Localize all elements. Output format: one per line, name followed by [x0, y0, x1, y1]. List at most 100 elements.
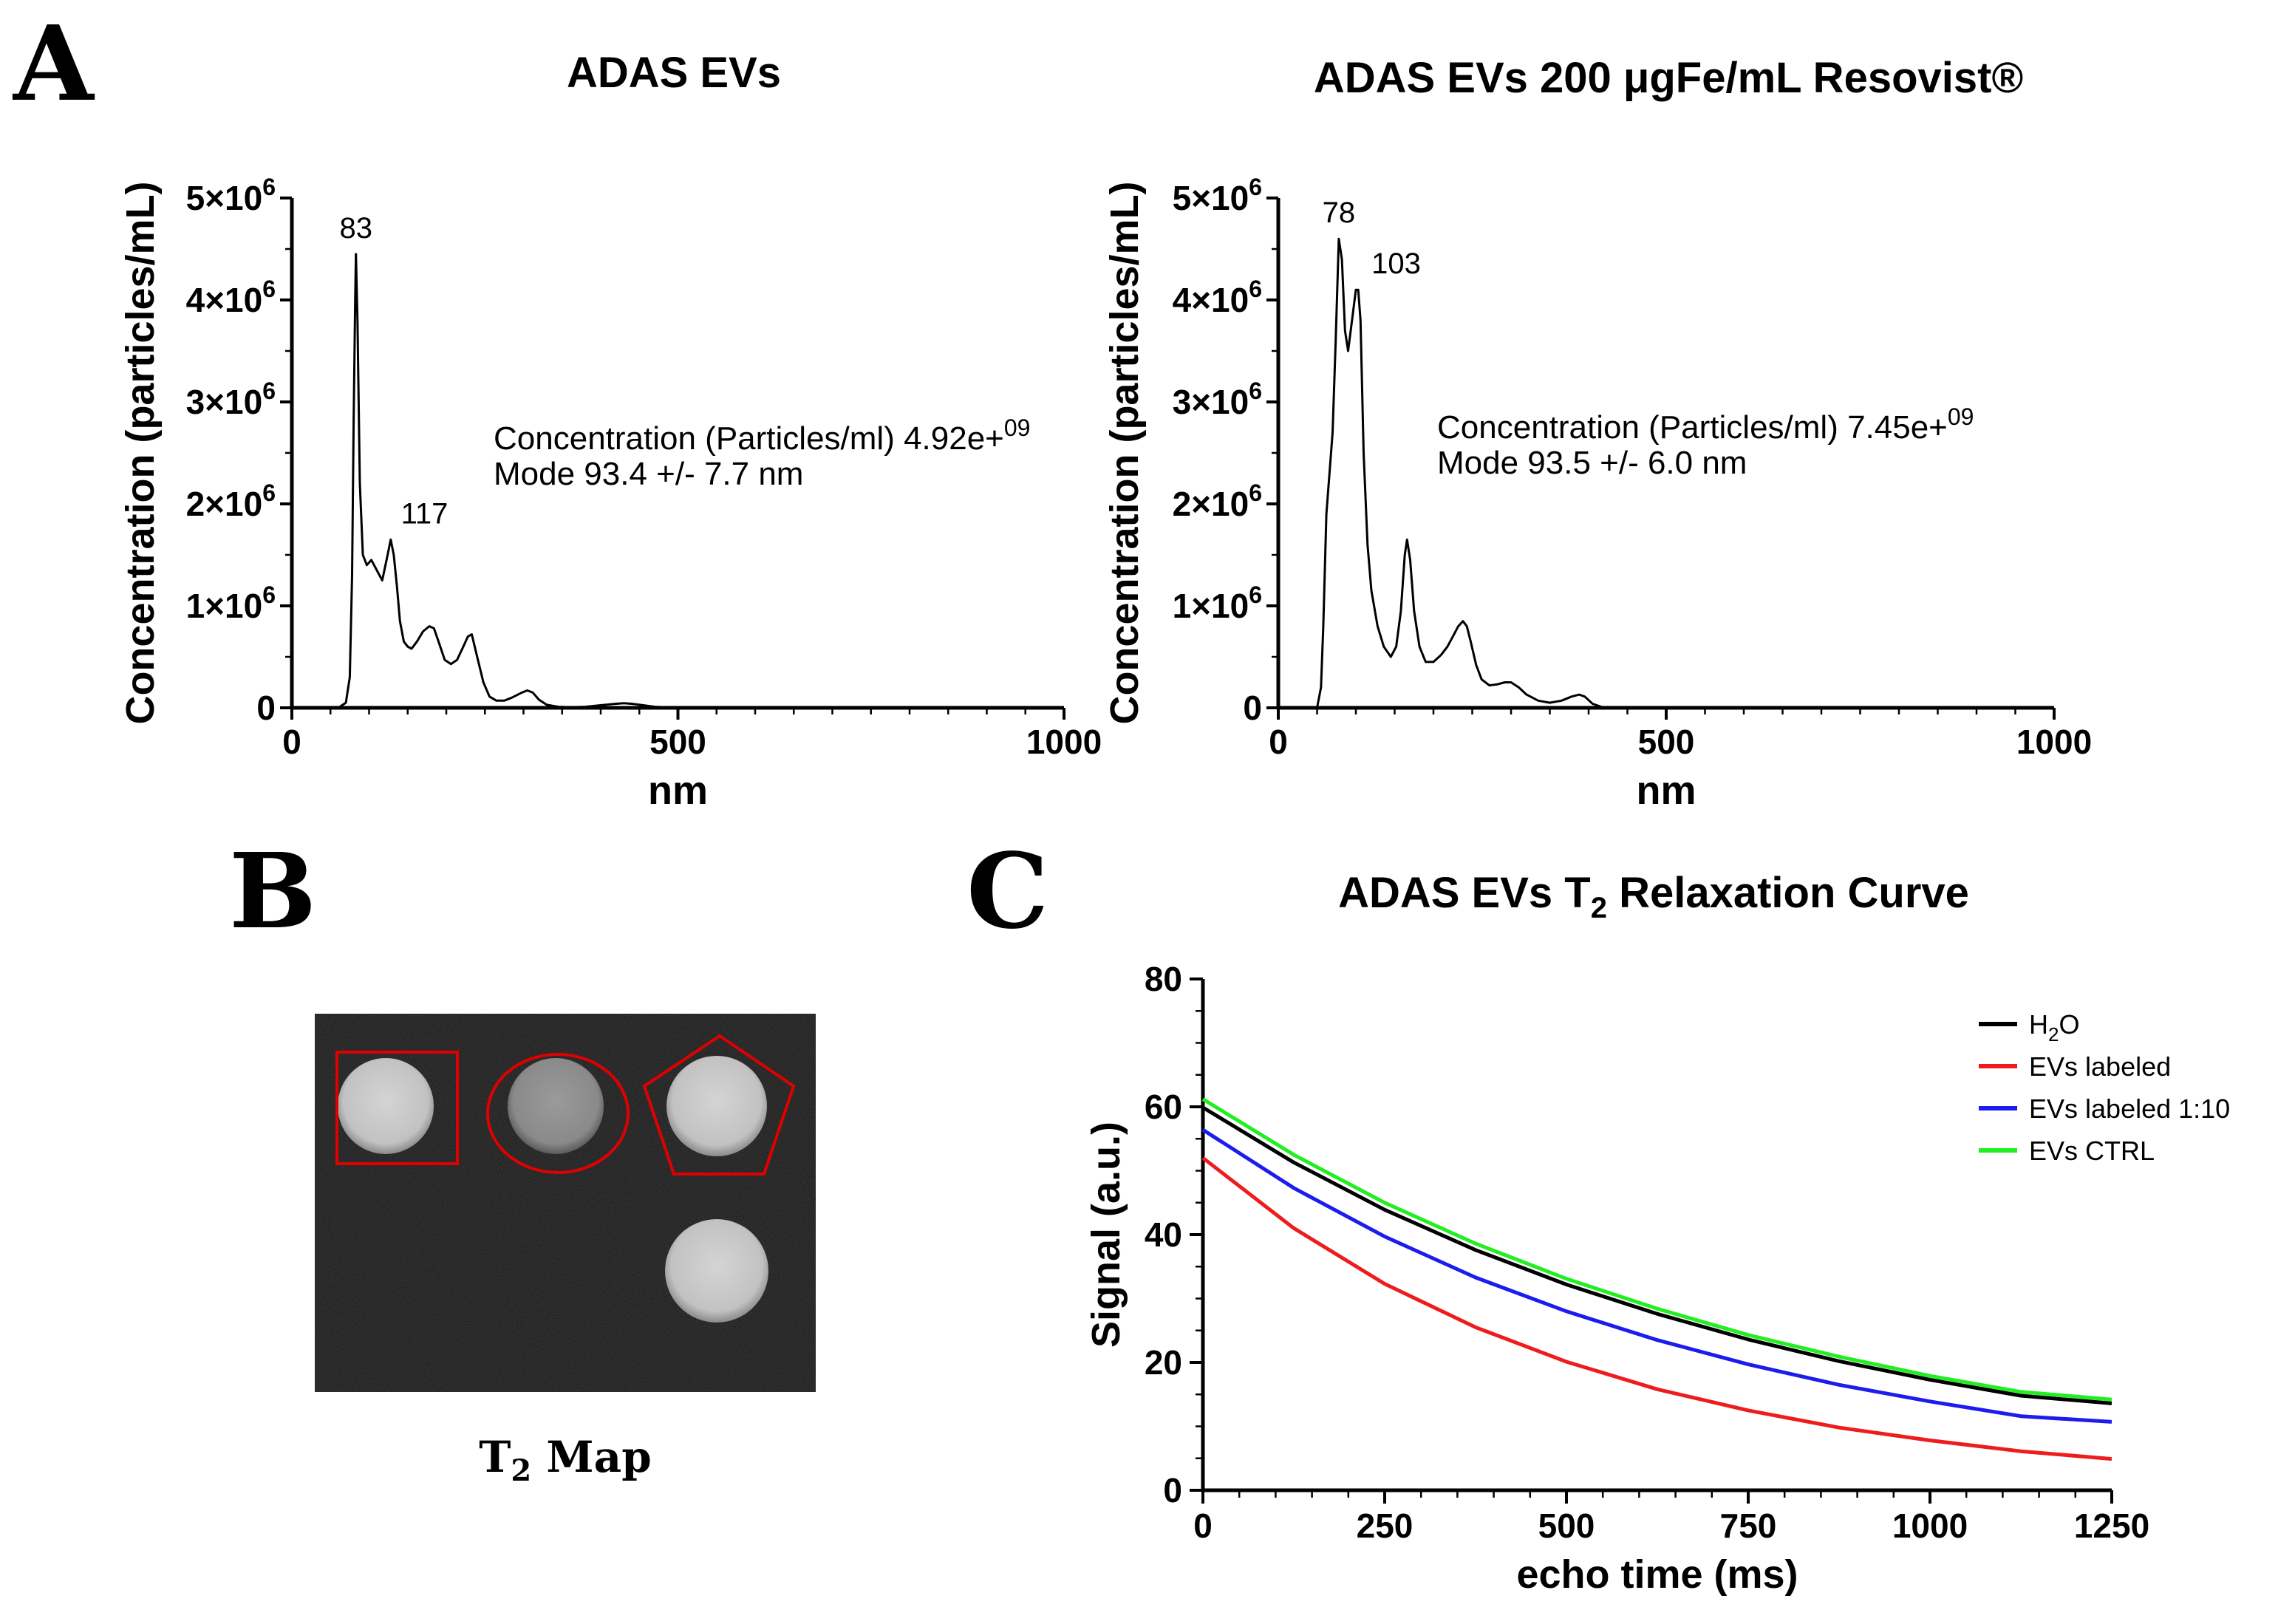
x-tick-label: 1000 [1026, 723, 1102, 761]
y-tick-exp: 6 [262, 276, 276, 302]
legend-label-sub: 2 [2048, 1023, 2059, 1045]
peak-label: 117 [401, 497, 449, 530]
nta-chart-adas-evs-resovist: ADAS EVs 200 μgFe/mL Resovist® 0 500 1000 0 1… [1102, 54, 2092, 813]
legend-label-main: EVs labeled [2029, 1051, 2171, 1082]
t2-map-caption: T2 Map [479, 1432, 652, 1488]
chart-title-main: ADAS EVs T [1338, 869, 1591, 917]
y-tick-exp: 6 [1249, 174, 1262, 200]
roi-ellipse [486, 1053, 630, 1174]
y-tick-label: 3×106 [186, 378, 276, 421]
y-tick-label: 0 [1243, 689, 1262, 727]
y-tick-exp: 6 [1249, 581, 1262, 608]
concentration-text: Concentration (Particles/ml) 4.92e+ [494, 420, 1004, 457]
size-distribution-line [1316, 237, 1605, 709]
panel-label-c: C [966, 831, 1048, 952]
y-tick-base: 4×10 [1173, 281, 1249, 319]
concentration-exp: 09 [1948, 403, 1974, 430]
y-tick-base: 5×10 [186, 179, 263, 217]
x-tick-label: 750 [1720, 1507, 1777, 1545]
concentration-text: Concentration (Particles/ml) 7.45e+ [1437, 409, 1948, 446]
phantom-1 [338, 1058, 434, 1154]
y-tick-label: 5×106 [1173, 174, 1262, 217]
x-tick-label: 0 [1269, 723, 1288, 761]
y-tick-exp: 6 [262, 581, 276, 608]
y-tick-label: 4×106 [1173, 276, 1262, 319]
series-line-0 [1201, 1105, 2112, 1405]
x-tick-label: 0 [282, 723, 301, 761]
legend-label: EVs labeled [2029, 1051, 2171, 1082]
phantom-3 [666, 1056, 767, 1156]
peak-label: 78 [1323, 197, 1356, 229]
y-tick-label: 40 [1145, 1215, 1182, 1254]
y-tick-label: 3×106 [1173, 378, 1262, 421]
y-tick-label: 2×106 [1173, 480, 1262, 523]
legend-label: H2O [2029, 1009, 2079, 1045]
y-tick-label: 2×106 [186, 480, 276, 523]
y-tick-base: 4×10 [186, 281, 263, 319]
x-axis-title: nm [648, 768, 708, 813]
x-axis-title: echo time (ms) [1516, 1552, 1798, 1597]
concentration-annotation: Concentration (Particles/ml) 7.45e+09 [1437, 403, 1974, 446]
y-tick-base: 3×10 [186, 383, 263, 421]
roi-pentagon [642, 1034, 796, 1176]
x-tick-label: 500 [1538, 1507, 1595, 1545]
phantom-4 [665, 1219, 768, 1323]
concentration-exp: 09 [1004, 414, 1031, 441]
series-line-1 [1201, 1156, 2112, 1461]
y-tick-label: 0 [256, 689, 276, 727]
legend-label-suffix: O [2059, 1009, 2079, 1040]
panel-label-b: B [229, 831, 316, 952]
mode-annotation: Mode 93.4 +/- 7.7 nm [494, 456, 803, 492]
y-tick-label: 5×106 [186, 174, 276, 217]
y-tick-label: 80 [1145, 960, 1182, 998]
y-tick-label: 1×106 [186, 581, 276, 625]
phantom-2 [508, 1058, 604, 1154]
x-tick-label: 1000 [1892, 1507, 1968, 1545]
x-tick-label: 500 [649, 723, 706, 761]
chart-title: ADAS EVs [567, 49, 781, 97]
legend-label-main: EVs CTRL [2029, 1136, 2155, 1166]
y-tick-label: 20 [1145, 1343, 1182, 1382]
y-tick-exp: 6 [1249, 480, 1262, 506]
y-tick-base: 5×10 [1173, 179, 1249, 217]
legend-label: EVs labeled 1:10 [2029, 1094, 2230, 1124]
y-tick-base: 2×10 [1173, 485, 1249, 523]
chart-title: ADAS EVs T2 Relaxation Curve [1338, 869, 1969, 924]
roi-square [335, 1051, 459, 1165]
x-tick-label: 1250 [2074, 1507, 2149, 1545]
y-tick-label: 4×106 [186, 276, 276, 319]
y-tick-exp: 6 [262, 174, 276, 200]
x-tick-label: 250 [1357, 1507, 1413, 1545]
x-axis-title: nm [1637, 768, 1696, 813]
y-axis-title: Concentration (particles/mL) [118, 181, 163, 724]
legend-label: EVs CTRL [2029, 1136, 2155, 1166]
x-tick-label: 1000 [2016, 723, 2092, 761]
y-tick-label: 0 [1163, 1471, 1182, 1509]
y-tick-label: 1×106 [1173, 581, 1262, 625]
chart-title: ADAS EVs 200 μgFe/mL Resovist® [1314, 54, 2023, 102]
peak-label: 83 [339, 212, 372, 245]
x-tick-label: 500 [1638, 723, 1695, 761]
panel-label-a: A [12, 4, 95, 125]
series-line-2 [1201, 1127, 2112, 1424]
chart-title-sub: 2 [1591, 892, 1607, 924]
peak-label: 103 [1371, 248, 1421, 280]
y-tick-base: 0 [256, 689, 276, 727]
y-tick-exp: 6 [262, 480, 276, 506]
series-line-3 [1201, 1097, 2112, 1402]
chart-title-suffix: Relaxation Curve [1607, 869, 1969, 917]
y-tick-base: 1×10 [1173, 587, 1249, 625]
y-tick-base: 1×10 [186, 587, 263, 625]
y-tick-exp: 6 [1249, 378, 1262, 404]
y-tick-exp: 6 [1249, 276, 1262, 302]
y-tick-label: 60 [1145, 1088, 1182, 1126]
size-distribution-line [337, 253, 678, 709]
y-tick-base: 2×10 [186, 485, 263, 523]
y-tick-exp: 6 [262, 378, 276, 404]
x-tick-label: 0 [1193, 1507, 1213, 1545]
y-axis-title: Concentration (particles/mL) [1102, 181, 1147, 724]
mode-annotation: Mode 93.5 +/- 6.0 nm [1437, 445, 1747, 481]
